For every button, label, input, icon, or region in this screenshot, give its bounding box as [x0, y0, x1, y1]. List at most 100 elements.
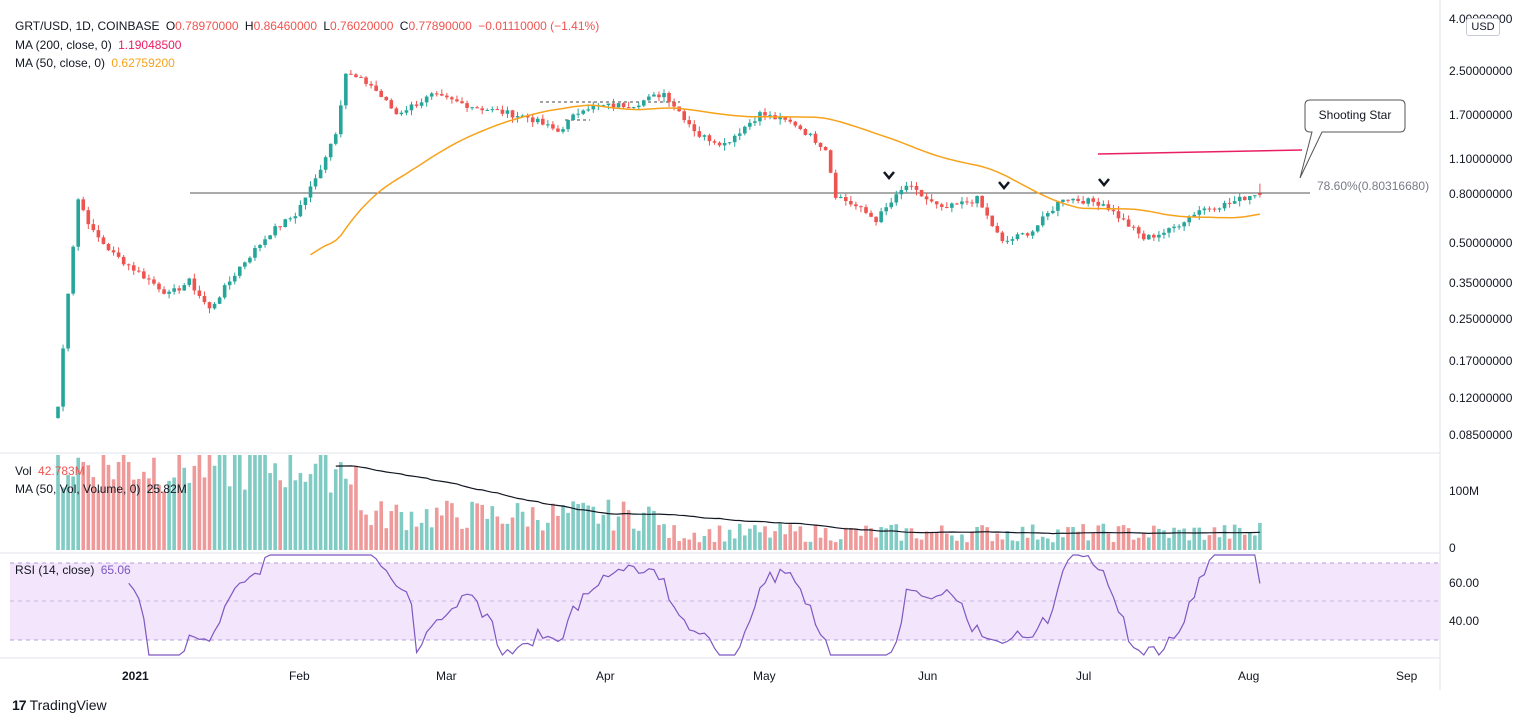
volume-bar [541, 530, 545, 550]
volume-ma-label: MA (50, Vol, Volume, 0) [15, 482, 141, 496]
volume-bar [409, 511, 414, 550]
candle-body [778, 116, 782, 120]
volume-bar [642, 512, 646, 550]
candle-body [939, 204, 944, 207]
price-tick: 0.12000000 [1449, 391, 1513, 405]
candle-body [535, 118, 540, 123]
candle-body [1167, 228, 1171, 233]
candle-body [818, 142, 823, 148]
volume-bar [258, 455, 262, 550]
candle-body [1157, 234, 1161, 238]
ma200-line[interactable] [1097, 149, 1303, 155]
candle-body [1192, 214, 1197, 217]
rsi-tick: 40.00 [1449, 614, 1479, 628]
candle-body [394, 108, 399, 115]
ma50-label: MA (50, close, 0) [15, 56, 106, 70]
candle-body [389, 100, 394, 109]
candle-body [414, 104, 419, 106]
volume-bar [303, 481, 308, 550]
candle-body [626, 107, 631, 109]
candle-body [732, 135, 737, 143]
price-tick: 1.10000000 [1449, 152, 1513, 166]
volume-legend[interactable]: Vol 42.783M [15, 463, 88, 479]
volume-bar [783, 534, 787, 550]
candle-body [339, 105, 343, 135]
candle-body [86, 210, 91, 225]
candle-body [581, 110, 585, 114]
candle-body [1005, 240, 1010, 242]
ma50-legend[interactable]: MA (50, close, 0) 0.62759200 [15, 55, 178, 71]
candle-body [1177, 226, 1181, 228]
volume-bar [374, 510, 378, 550]
candle-body [475, 107, 479, 109]
volume-bar [1131, 539, 1136, 550]
symbol-label[interactable]: GRT/USD, 1D, COINBASE [15, 19, 160, 33]
candle-body [854, 204, 858, 207]
candle-body [808, 133, 813, 135]
volume-ma-legend[interactable]: MA (50, Vol, Volume, 0) 25.82M [15, 481, 190, 497]
volume-bar [576, 504, 580, 550]
candle-body [328, 143, 333, 158]
rsi-line[interactable] [128, 554, 1261, 657]
volume-bar [909, 528, 914, 550]
candle-body [455, 99, 459, 102]
candle-body [1010, 239, 1015, 241]
low-label: L [323, 19, 331, 33]
volume-bar [869, 528, 873, 550]
volume-bar [359, 510, 363, 550]
volume-bar [611, 530, 616, 550]
candle-body [404, 110, 409, 113]
candle-body [1232, 201, 1237, 204]
candle-body [576, 113, 580, 115]
volume-bar [333, 469, 338, 550]
currency-badge[interactable]: USD [1466, 18, 1500, 36]
candle-body [833, 172, 838, 198]
tradingview-branding[interactable]: 17 TradingView [12, 697, 107, 713]
volume-bar [970, 531, 974, 550]
volume-bar [788, 524, 793, 550]
volume-bar [1086, 540, 1090, 550]
volume-bar [187, 482, 192, 550]
time-axis[interactable]: 2021 Feb Mar Apr May Jun Jul Aug Sep [122, 669, 1418, 683]
volume-bar [111, 479, 116, 550]
candle-body [1061, 199, 1065, 202]
candle-body [1056, 201, 1060, 211]
volume-bar [1030, 524, 1035, 550]
time-tick: Mar [436, 669, 457, 683]
candle-body [344, 73, 348, 106]
candle-body [697, 131, 702, 137]
volume-bar [394, 504, 399, 550]
candle-body [541, 118, 545, 125]
shooting-star-callout[interactable]: Shooting Star [1299, 99, 1406, 179]
price-tick: 0.08500000 [1449, 428, 1513, 442]
candle-body [1071, 198, 1075, 201]
candle-body [621, 103, 626, 108]
volume-bar [965, 542, 969, 550]
candle-body [616, 103, 621, 108]
candle-body [904, 185, 909, 191]
price-tick: 2.50000000 [1449, 64, 1513, 78]
ma50-line[interactable] [310, 104, 1261, 256]
candle-body [142, 271, 146, 279]
volume-bar [243, 489, 247, 550]
symbol-header[interactable]: GRT/USD, 1D, COINBASE O0.78970000 H0.864… [15, 18, 602, 34]
volume-bar [450, 503, 454, 550]
candle-body [763, 112, 767, 116]
volume-ma-line[interactable] [335, 465, 1260, 535]
candle-body [480, 108, 484, 111]
ma200-legend[interactable]: MA (200, close, 0) 1.19048500 [15, 37, 184, 53]
candle-body [1227, 202, 1232, 204]
volume-bar [808, 541, 813, 550]
candle-body [470, 107, 474, 109]
candle-body [631, 107, 636, 109]
candle-body [61, 348, 65, 407]
volume-bar [419, 522, 424, 550]
candle-body [586, 109, 591, 111]
candle-body [844, 197, 848, 202]
candle-body [162, 289, 166, 294]
candle-body [485, 110, 490, 112]
rsi-legend[interactable]: RSI (14, close) 65.06 [15, 562, 134, 578]
volume-bar [647, 506, 651, 550]
